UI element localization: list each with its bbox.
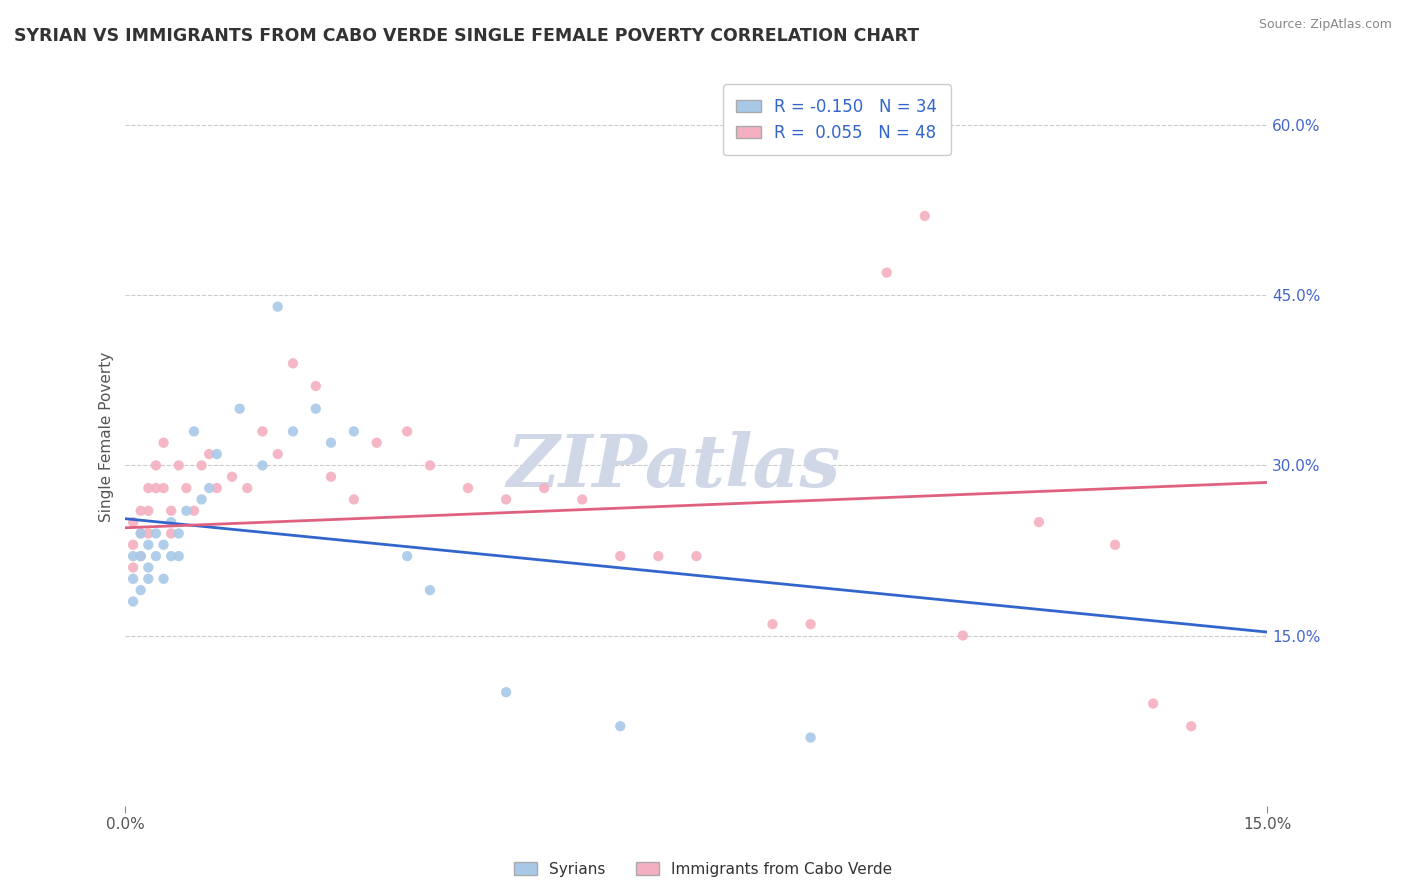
Point: [160, 526, 183, 541]
Point: [145, 549, 167, 563]
Point: [152, 538, 174, 552]
Point: [343, 492, 366, 507]
Point: [136, 526, 159, 541]
Point: [495, 492, 517, 507]
Point: [1180, 719, 1202, 733]
Point: [136, 560, 159, 574]
Point: [800, 731, 823, 745]
Point: [152, 481, 174, 495]
Point: [267, 300, 290, 314]
Point: [571, 492, 593, 507]
Point: [205, 481, 228, 495]
Point: [129, 504, 152, 518]
Point: [183, 504, 205, 518]
Point: [129, 583, 152, 598]
Point: [122, 594, 145, 608]
Point: [319, 435, 342, 450]
Point: [190, 458, 212, 473]
Point: [160, 549, 183, 563]
Point: [145, 481, 167, 495]
Point: [160, 515, 183, 529]
Point: [396, 425, 419, 439]
Point: [122, 560, 145, 574]
Point: [236, 481, 259, 495]
Point: [343, 425, 366, 439]
Point: [1104, 538, 1126, 552]
Point: [305, 379, 328, 393]
Text: Source: ZipAtlas.com: Source: ZipAtlas.com: [1258, 18, 1392, 31]
Point: [1028, 515, 1050, 529]
Point: [198, 481, 221, 495]
Text: ZIPatlas: ZIPatlas: [506, 431, 841, 502]
Point: [122, 572, 145, 586]
Point: [533, 481, 555, 495]
Point: [1142, 697, 1164, 711]
Point: [221, 469, 243, 483]
Point: [145, 526, 167, 541]
Point: [609, 719, 631, 733]
Point: [319, 469, 342, 483]
Point: [761, 617, 783, 632]
Point: [122, 549, 145, 563]
Point: [122, 538, 145, 552]
Point: [366, 435, 388, 450]
Point: [122, 515, 145, 529]
Point: [305, 401, 328, 416]
Point: [281, 425, 304, 439]
Point: [685, 549, 707, 563]
Point: [609, 549, 631, 563]
Point: [129, 549, 152, 563]
Text: SYRIAN VS IMMIGRANTS FROM CABO VERDE SINGLE FEMALE POVERTY CORRELATION CHART: SYRIAN VS IMMIGRANTS FROM CABO VERDE SIN…: [14, 27, 920, 45]
Point: [176, 481, 198, 495]
Point: [167, 549, 190, 563]
Point: [205, 447, 228, 461]
Point: [647, 549, 669, 563]
Point: [952, 628, 974, 642]
Point: [129, 526, 152, 541]
Point: [198, 447, 221, 461]
Point: [396, 549, 419, 563]
Point: [800, 617, 823, 632]
Point: [176, 504, 198, 518]
Point: [183, 425, 205, 439]
Point: [129, 526, 152, 541]
Point: [152, 572, 174, 586]
Point: [129, 549, 152, 563]
Point: [190, 492, 212, 507]
Point: [914, 209, 936, 223]
Point: [281, 356, 304, 370]
Point: [252, 458, 274, 473]
Point: [167, 458, 190, 473]
Point: [252, 425, 274, 439]
Point: [419, 583, 441, 598]
Point: [228, 401, 250, 416]
Y-axis label: Single Female Poverty: Single Female Poverty: [100, 352, 114, 522]
Legend: R = -0.150   N = 34, R =  0.055   N = 48: R = -0.150 N = 34, R = 0.055 N = 48: [723, 84, 950, 155]
Point: [495, 685, 517, 699]
Point: [457, 481, 479, 495]
Point: [160, 504, 183, 518]
Point: [136, 538, 159, 552]
Point: [167, 526, 190, 541]
Point: [136, 504, 159, 518]
Point: [419, 458, 441, 473]
Point: [136, 572, 159, 586]
Point: [876, 266, 898, 280]
Legend: Syrians, Immigrants from Cabo Verde: Syrians, Immigrants from Cabo Verde: [506, 854, 900, 884]
Point: [152, 435, 174, 450]
Point: [145, 458, 167, 473]
Point: [136, 481, 159, 495]
Point: [267, 447, 290, 461]
